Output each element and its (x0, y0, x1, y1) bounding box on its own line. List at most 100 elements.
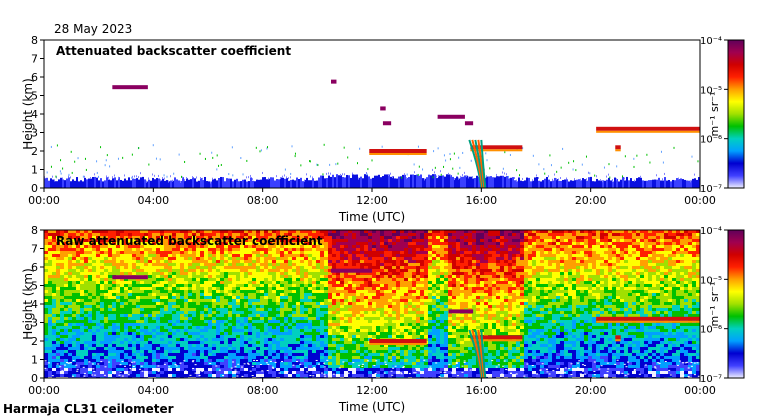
raw-signal-cell (384, 239, 388, 242)
raw-signal-cell (652, 236, 656, 239)
raw-signal-cell (312, 263, 316, 266)
noise-pixel (340, 173, 341, 176)
raw-signal-cell (580, 266, 584, 269)
boundary-layer-column (574, 180, 576, 188)
raw-signal-cell (176, 290, 180, 293)
raw-signal-cell (444, 251, 448, 254)
raw-signal-cell (400, 287, 404, 290)
raw-signal-cell (360, 242, 364, 245)
raw-signal-cell (80, 299, 84, 302)
raw-signal-cell (60, 233, 64, 236)
raw-signal-cell (632, 248, 636, 251)
raw-signal-cell (168, 266, 172, 269)
raw-signal-cell (348, 230, 352, 233)
raw-signal-cell (364, 281, 368, 284)
raw-signal-cell (420, 302, 424, 305)
noise-pixel (163, 174, 165, 177)
noise-pixel (366, 171, 367, 174)
raw-signal-cell (528, 290, 532, 293)
raw-signal-cell (516, 260, 520, 263)
raw-signal-cell (524, 305, 528, 308)
raw-signal-cell (620, 251, 624, 254)
raw-signal-cell (668, 251, 672, 254)
raw-signal-cell (192, 251, 196, 254)
raw-signal-cell (128, 272, 132, 275)
raw-signal-cell (580, 263, 584, 266)
raw-signal-cell (452, 260, 456, 263)
raw-signal-cell (364, 272, 368, 275)
noise-pixel (472, 176, 473, 179)
raw-signal-cell (396, 290, 400, 293)
raw-signal-cell (316, 293, 320, 296)
raw-signal-cell (496, 287, 500, 290)
raw-signal-cell (172, 278, 176, 281)
raw-signal-cell (328, 239, 332, 242)
raw-signal-cell (396, 275, 400, 278)
raw-signal-cell (404, 272, 408, 275)
raw-signal-cell (448, 299, 452, 302)
boundary-layer-column (568, 181, 570, 188)
raw-signal-cell (164, 278, 168, 281)
raw-signal-cell (524, 278, 528, 281)
noise-pixel (180, 180, 181, 183)
noise-pixel (62, 167, 64, 170)
raw-signal-cell (184, 257, 188, 260)
raw-signal-cell (232, 287, 236, 290)
boundary-layer-column (494, 177, 496, 188)
raw-signal-cell (204, 275, 208, 278)
raw-signal-cell (436, 296, 440, 299)
raw-signal-cell (612, 242, 616, 245)
raw-signal-cell (296, 230, 300, 233)
raw-signal-cell (688, 266, 692, 269)
raw-signal-cell (456, 242, 460, 245)
raw-signal-cell (276, 269, 280, 272)
raw-signal-cell (352, 275, 356, 278)
raw-signal-cell (400, 254, 404, 257)
raw-signal-cell (272, 257, 276, 260)
raw-signal-cell (384, 287, 388, 290)
noise-pixel (458, 156, 460, 159)
raw-signal-cell (580, 254, 584, 257)
raw-signal-cell (488, 284, 492, 287)
raw-signal-cell (412, 278, 416, 281)
raw-signal-cell (248, 239, 252, 242)
noise-pixel (417, 173, 419, 176)
raw-signal-cell (96, 305, 100, 308)
raw-signal-cell (636, 266, 640, 269)
raw-signal-cell (260, 239, 264, 242)
raw-signal-cell (652, 251, 656, 254)
raw-signal-cell (488, 248, 492, 251)
noise-pixel (621, 175, 623, 178)
raw-signal-cell (96, 233, 100, 236)
raw-signal-cell (260, 263, 264, 266)
raw-signal-cell (44, 266, 48, 269)
noise-pixel (536, 174, 537, 177)
raw-signal-cell (208, 299, 212, 302)
raw-signal-cell (684, 263, 688, 266)
raw-signal-cell (188, 281, 192, 284)
raw-signal-cell (660, 245, 664, 248)
raw-signal-cell (424, 263, 428, 266)
raw-signal-cell (368, 260, 372, 263)
raw-signal-cell (456, 257, 460, 260)
raw-signal-cell (596, 278, 600, 281)
boundary-layer-column (202, 180, 204, 188)
raw-signal-cell (680, 284, 684, 287)
raw-signal-cell (224, 299, 228, 302)
raw-signal-cell (612, 266, 616, 269)
raw-signal-cell (264, 260, 268, 263)
boundary-layer-column (76, 177, 78, 188)
raw-signal-cell (360, 272, 364, 275)
raw-signal-cell (272, 287, 276, 290)
raw-signal-cell (300, 284, 304, 287)
raw-signal-cell (488, 233, 492, 236)
raw-signal-cell (684, 305, 688, 308)
raw-signal-cell (356, 302, 360, 305)
raw-signal-cell (132, 251, 136, 254)
raw-signal-cell (380, 290, 384, 293)
raw-signal-cell (156, 296, 160, 299)
raw-signal-cell (604, 263, 608, 266)
raw-signal-cell (180, 248, 184, 251)
raw-signal-cell (600, 305, 604, 308)
boundary-layer-column (154, 179, 156, 188)
